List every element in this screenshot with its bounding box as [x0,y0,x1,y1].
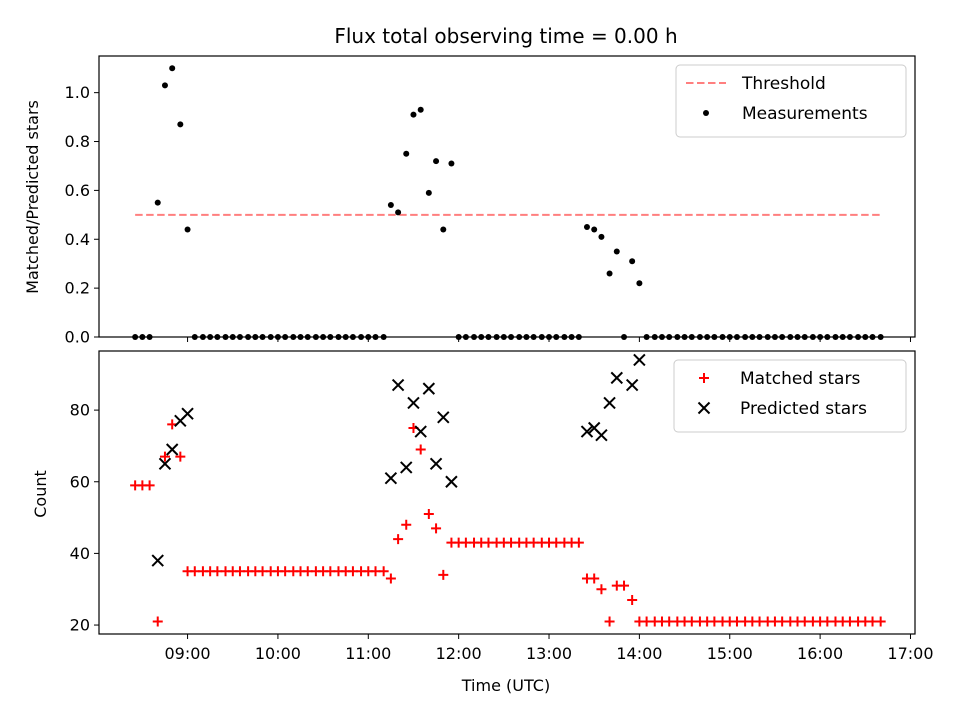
measurements-point [161,82,168,89]
legend-matched-stars-swatch [699,373,709,383]
bottom-x-tick-label: 14:00 [616,644,662,663]
predicted-stars-point [181,407,194,420]
top-panel: 0.0 0.2 0.4 0.6 0.8 1.0 Threshold Measurements [65,55,916,347]
bottom-y-tick-label: 60 [70,472,90,491]
bottom-panel: 20 40 60 80 09:00 10:00 11:00 12:00 13:00 14:00 15… [70,350,934,663]
matched-stars-point [573,537,584,548]
predicted-stars-point [429,457,443,471]
bottom-x-tick-label: 11:00 [345,644,391,663]
top-y-tick-label: 0.8 [65,132,90,151]
legend-predicted-stars-swatch [697,401,711,415]
bottom-x-tick-label: 09:00 [165,644,211,663]
predicted-stars-point [400,461,413,474]
top-y-tick-label: 0.0 [65,328,90,347]
measurements-point [417,106,424,113]
predicted-stars-point [610,371,624,385]
matched-stars-point [423,508,434,519]
measurements-point [433,158,440,165]
measurements-point [425,189,432,196]
matched-stars-point [175,451,186,462]
predicted-stars-point [603,396,616,410]
bottom-x-tick-label: 10:00 [255,644,301,663]
bottom-y-tick-label: 80 [70,401,90,420]
legend-predicted-stars-label: Predicted stars [740,399,867,419]
legend-matched-stars-label: Matched stars [740,369,860,389]
matched-stars-point [378,566,389,577]
measurements-point [448,160,455,167]
matched-stars-point [415,444,426,455]
predicted-stars-point [391,378,405,392]
measurements-point [403,150,410,157]
measurements-point [440,226,447,233]
matched-stars-point [596,584,607,595]
bottom-y-axis-label: Count [31,470,50,518]
legend-measurements-label: Measurements [742,104,868,124]
predicted-stars-point [422,382,436,395]
predicted-stars-point [625,378,639,392]
x-axis-label: Time (UTC) [461,676,550,695]
top-y-tick-label: 1.0 [65,83,90,102]
bottom-y-tick-label: 20 [70,616,90,635]
matched-stars-point [604,616,615,627]
measurements-point [636,280,643,287]
predicted-stars-point [407,396,420,410]
bottom-x-tick-label: 16:00 [797,644,843,663]
predicted-stars-point [414,425,427,438]
matched-stars-point [144,480,155,491]
matched-stars-point [401,519,412,530]
predicted-stars-point [445,475,458,488]
measurements-point [410,111,417,118]
measurements-point [606,270,613,277]
predicted-stars-point [595,428,608,442]
measurements-point [583,224,590,231]
measurements-point [629,258,636,265]
bottom-y-tick-label: 40 [70,544,90,563]
matched-stars-point [619,580,630,591]
measurements-point [177,121,184,128]
matched-stars-point [627,594,638,605]
measurements-point [395,209,402,216]
predicted-stars-point [151,554,164,567]
measurements-point [169,65,176,72]
bottom-x-tick-label: 17:00 [887,644,933,663]
legend-measurements-swatch [703,110,709,116]
chart-title: Flux total observing time = 0.00 h [334,24,677,48]
measurements-point [598,233,605,240]
predicted-stars-point [437,411,450,424]
bottom-x-tick-label: 13:00 [526,644,572,663]
top-axes-frame [98,55,916,338]
matched-stars-point [875,616,886,627]
matched-stars-point [159,451,170,462]
predicted-stars-point [158,457,172,471]
legend-threshold-label: Threshold [741,74,826,94]
measurements-point [387,202,394,209]
top-y-tick-label: 0.4 [65,230,90,249]
bottom-x-tick-label: 15:00 [707,644,753,663]
predicted-stars-point [165,443,179,456]
matched-stars-point [438,569,449,580]
top-y-tick-label: 0.2 [65,279,90,298]
bottom-x-tick-label: 12:00 [436,644,482,663]
matched-stars-point [431,523,442,534]
measurements-point [591,226,598,233]
bottom-legend-box [673,359,907,433]
matched-stars-point [152,616,163,627]
matched-stars-point [589,573,600,584]
measurements-point [613,248,620,255]
top-y-axis-label: Matched/Predicted stars [23,100,42,294]
predicted-stars-point [580,425,594,438]
bottom-axes-frame [98,350,916,635]
top-y-tick-label: 0.6 [65,181,90,200]
predicted-stars-point [633,353,646,367]
measurements-point [184,226,191,233]
top-legend-box [675,64,907,138]
matched-stars-point [393,534,404,545]
matched-stars-point [385,573,396,584]
predicted-stars-point [384,471,398,485]
measurements-point [154,199,161,206]
